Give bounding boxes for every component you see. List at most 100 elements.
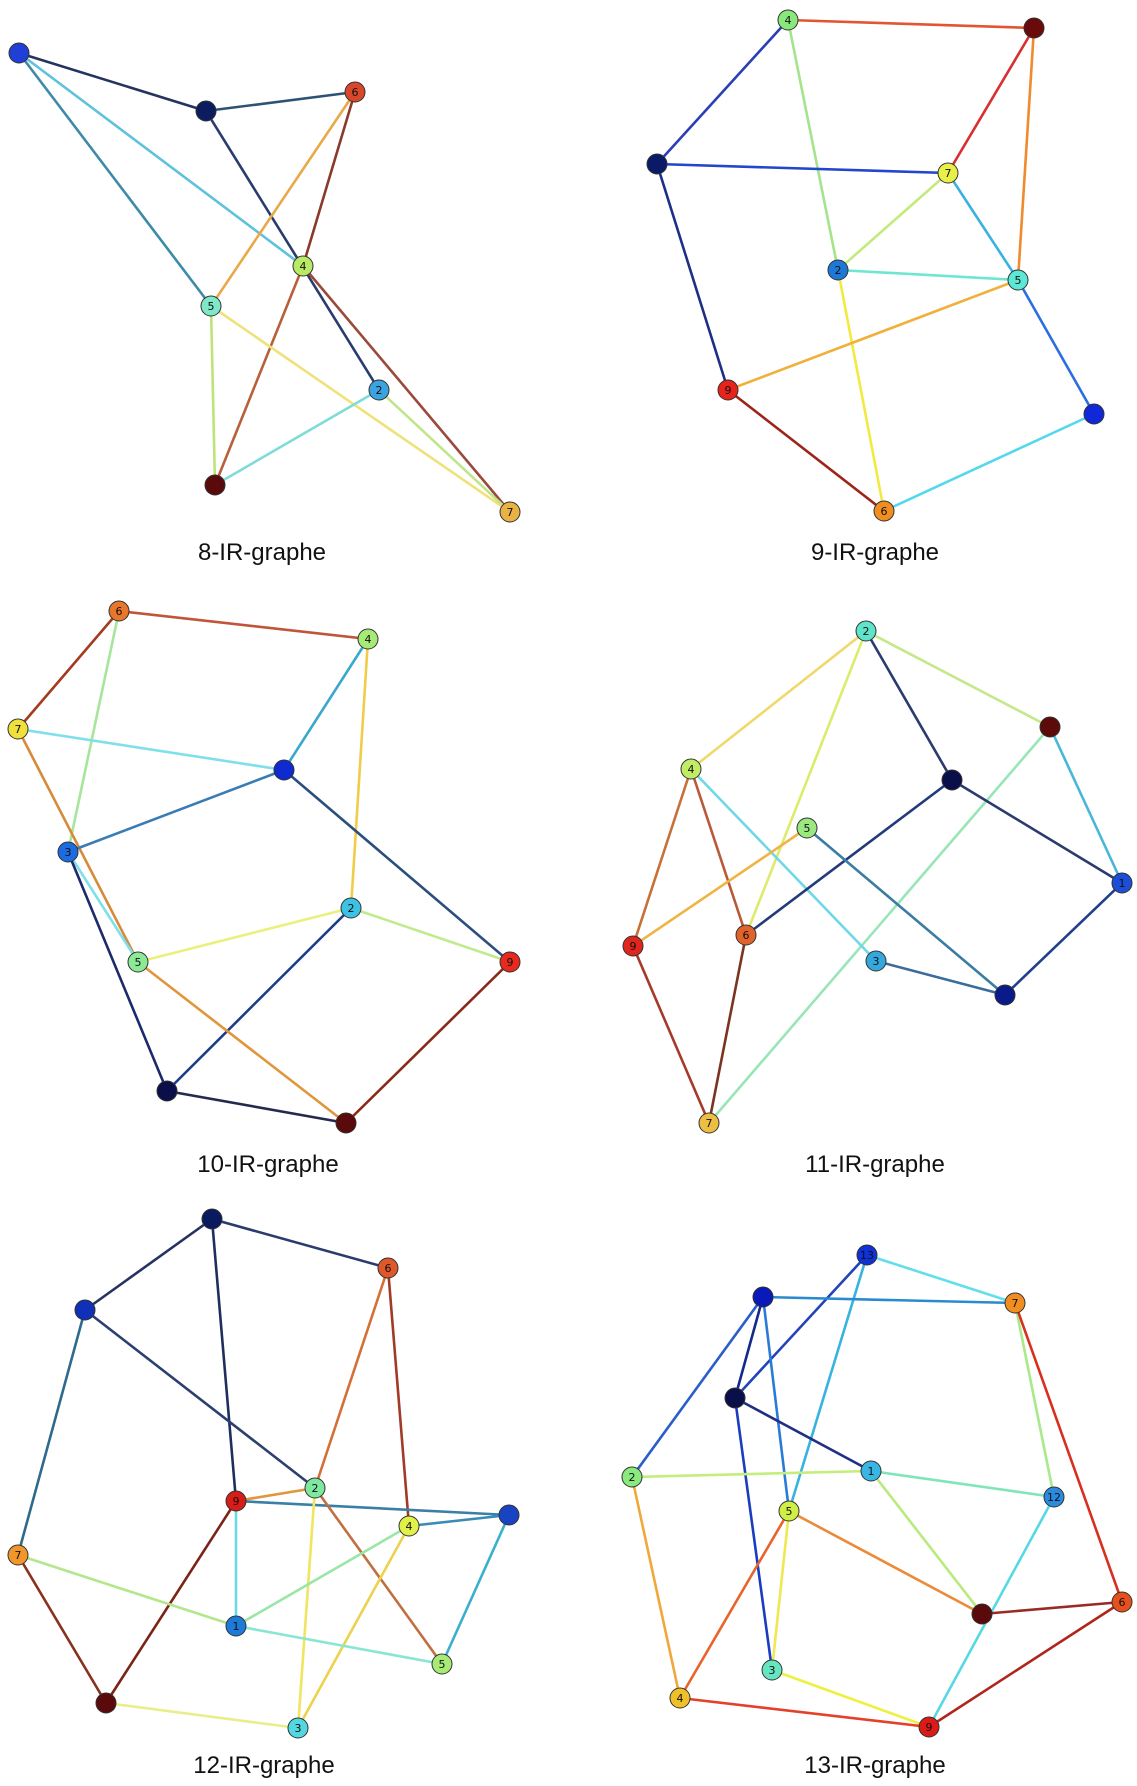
- edge-2-7: [377, 388, 512, 514]
- graph-node: 2: [621, 1466, 643, 1488]
- node-label: 2: [835, 264, 842, 277]
- node-label: 2: [376, 384, 383, 397]
- graph-node: [195, 100, 217, 122]
- edge-4-3: [689, 767, 878, 963]
- graph-node: 5: [796, 817, 818, 839]
- node-label: 6: [881, 505, 888, 518]
- edge-b-7: [16, 1308, 87, 1557]
- edge-layer: [630, 1253, 1124, 1729]
- graph-node: [1023, 17, 1045, 39]
- graph-node: 3: [287, 1717, 309, 1739]
- edge-2-5: [313, 1486, 444, 1666]
- graph-node: 5: [127, 951, 149, 973]
- edge-5-c: [209, 304, 217, 487]
- edge-6-2: [313, 1266, 390, 1490]
- graph-node: [724, 1387, 746, 1409]
- edge-b-6: [204, 90, 357, 113]
- edge-4-b: [655, 18, 790, 166]
- node-circle: [7, 1544, 29, 1566]
- edge-5-9: [726, 278, 1020, 392]
- graph-node: 9: [499, 951, 521, 973]
- edge-c-6: [882, 412, 1096, 513]
- graph-node: 9: [225, 1490, 247, 1512]
- caption-9-ir-graphe: 9-IR-graphe: [811, 539, 939, 566]
- node-label: 7: [945, 167, 952, 180]
- edge-5-c: [136, 960, 348, 1125]
- edge-9-2: [234, 1486, 317, 1503]
- graph-node: 5: [778, 1500, 800, 1522]
- edge-a-4: [17, 51, 305, 268]
- node-circle: [698, 1112, 720, 1134]
- node-label: 3: [295, 1722, 302, 1735]
- node-circle: [273, 759, 295, 781]
- edge-b-2: [83, 1308, 317, 1490]
- node-circle: [377, 1257, 399, 1279]
- edge-a-2: [630, 1295, 765, 1479]
- graph-node: [8, 42, 30, 64]
- edge-13-7: [865, 1253, 1017, 1305]
- graph-node: 12: [1043, 1486, 1065, 1508]
- node-circle: [860, 1460, 882, 1482]
- node-label: 2: [629, 1471, 636, 1484]
- edge-b-1: [733, 1396, 873, 1473]
- node-label: 4: [785, 14, 792, 27]
- edge-5-4: [678, 1509, 791, 1700]
- edge-a-5: [1016, 26, 1036, 282]
- edge-a-6: [210, 1217, 390, 1270]
- node-label: 7: [15, 723, 22, 736]
- node-circle: [498, 1504, 520, 1526]
- node-label: 4: [300, 260, 307, 273]
- node-circle: [368, 379, 390, 401]
- edge-b-2: [204, 109, 381, 392]
- graph-node: 6: [344, 81, 366, 103]
- graph-node: [156, 1080, 178, 1102]
- node-circle: [225, 1615, 247, 1637]
- node-circle: [8, 42, 30, 64]
- node-label: 3: [65, 846, 72, 859]
- node-circle: [717, 379, 739, 401]
- edge-5-7: [209, 304, 512, 514]
- edge-4-a: [786, 18, 1036, 30]
- node-circle: [201, 1208, 223, 1230]
- caption-10-ir-graphe: 10-IR-graphe: [197, 1151, 338, 1178]
- node-circle: [127, 951, 149, 973]
- graph-node: 5: [431, 1653, 453, 1675]
- node-label: 5: [439, 1658, 446, 1671]
- node-circle: [95, 1692, 117, 1714]
- edge-a-3: [66, 768, 286, 854]
- node-circle: [398, 1515, 420, 1537]
- edge-layer: [655, 18, 1096, 513]
- edge-a-9: [210, 1217, 238, 1503]
- edge-9-7: [631, 944, 711, 1125]
- edge-9-c: [344, 960, 512, 1125]
- graph-node: 3: [865, 950, 887, 972]
- node-circle: [865, 950, 887, 972]
- graph-node: 7: [499, 501, 521, 523]
- node-label: 4: [677, 1692, 684, 1705]
- node-circle: [499, 951, 521, 973]
- node-label: 9: [725, 384, 732, 397]
- edge-4-3: [296, 1524, 411, 1730]
- node-circle: [777, 9, 799, 31]
- edge-2-5: [136, 906, 353, 964]
- caption-11-ir-graphe: 11-IR-graphe: [805, 1151, 945, 1178]
- node-label: 4: [688, 763, 695, 776]
- node-label: 6: [385, 1262, 392, 1275]
- edge-2-4: [689, 629, 868, 771]
- node-circle: [200, 295, 222, 317]
- graph-node: 2: [855, 620, 877, 642]
- node-circle: [431, 1653, 453, 1675]
- edge-b-3: [733, 1396, 774, 1672]
- graph-node: 4: [777, 9, 799, 31]
- edge-2-b: [165, 906, 353, 1093]
- node-label: 6: [743, 929, 750, 942]
- edge-5-9: [631, 826, 809, 948]
- edge-4-2: [786, 18, 840, 272]
- edge-4-1: [234, 1524, 411, 1628]
- edge-4-c: [213, 264, 305, 487]
- node-circle: [57, 841, 79, 863]
- graph-node: 9: [622, 935, 644, 957]
- edge-d-3: [104, 1701, 300, 1730]
